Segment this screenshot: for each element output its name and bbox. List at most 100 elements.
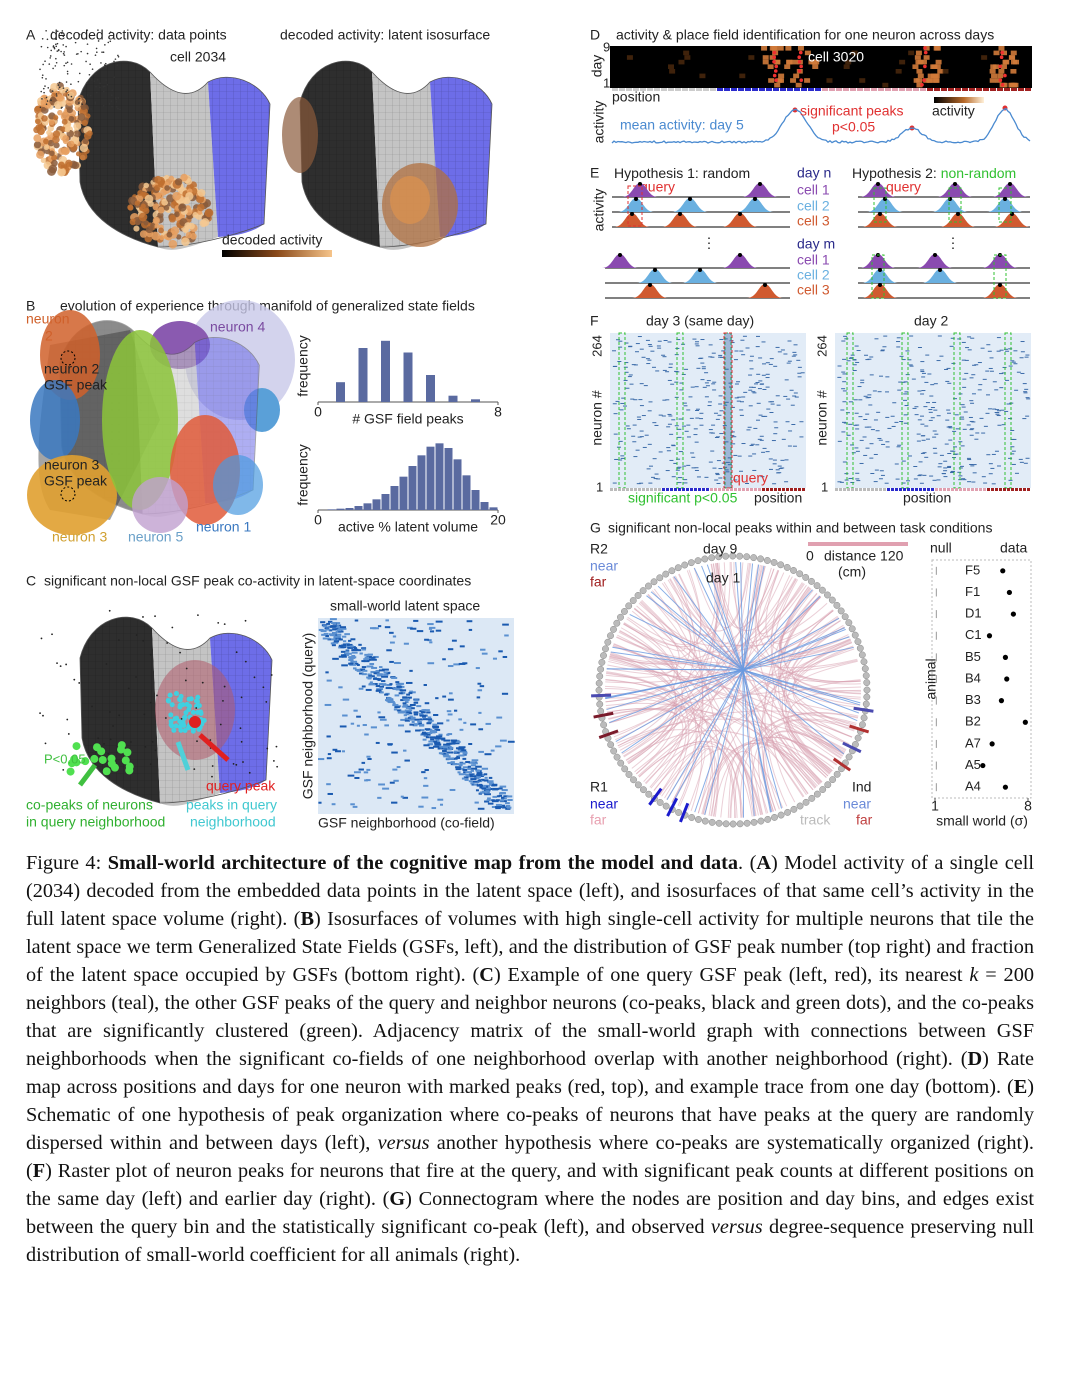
matrix-cell xyxy=(331,644,336,647)
matrix-cell xyxy=(321,633,326,636)
data-point xyxy=(111,105,113,108)
matrix-cell xyxy=(465,761,470,764)
node xyxy=(694,557,702,565)
matrix-cell xyxy=(500,792,506,795)
matrix-cell xyxy=(480,648,486,651)
data-point xyxy=(63,64,66,67)
rate-cell xyxy=(684,55,691,60)
matrix-cell xyxy=(506,795,513,798)
hypothesis: Hypothesis 1: xyxy=(614,165,703,181)
bar xyxy=(345,508,354,510)
position-bin xyxy=(843,88,849,91)
data-point xyxy=(40,45,43,48)
data-point xyxy=(106,83,109,86)
position-bin xyxy=(855,488,858,491)
edge xyxy=(608,657,845,754)
matrix-cell xyxy=(459,750,466,753)
matrix-cell xyxy=(429,728,433,731)
matrix-cell xyxy=(458,773,466,776)
matrix-cell xyxy=(332,628,339,631)
data-point xyxy=(110,100,113,103)
data-point xyxy=(143,182,150,189)
data-point xyxy=(95,85,97,88)
matrix-cell xyxy=(341,635,347,638)
peak xyxy=(40,637,43,640)
matrix-cell xyxy=(413,723,421,726)
node xyxy=(625,771,633,778)
matrix-cell xyxy=(329,618,337,621)
node xyxy=(777,561,785,569)
peak xyxy=(177,724,183,730)
matrix-cell xyxy=(331,803,336,806)
edge xyxy=(661,679,861,797)
matrix-cell xyxy=(378,783,385,786)
data-point xyxy=(89,94,92,97)
matrix-cell xyxy=(476,773,483,776)
data-point xyxy=(34,105,41,112)
matrix-cell xyxy=(458,746,466,749)
matrix-cell xyxy=(435,629,442,632)
matrix-cell xyxy=(455,756,460,759)
matrix-cell xyxy=(448,757,455,760)
matrix-cell xyxy=(393,779,399,782)
data-point xyxy=(85,60,87,63)
peak xyxy=(240,696,243,699)
node xyxy=(595,686,603,694)
matrix-cell xyxy=(421,731,426,734)
shape xyxy=(30,380,80,460)
position-bin xyxy=(710,488,713,491)
data-point xyxy=(180,173,188,182)
rate-cell xyxy=(993,50,1000,56)
rate-cell xyxy=(774,82,781,88)
position-bin xyxy=(934,88,940,91)
peak xyxy=(127,687,130,690)
data-point xyxy=(50,82,59,92)
position-bin xyxy=(999,488,1002,491)
edge xyxy=(616,635,850,664)
matrix-cell xyxy=(481,787,487,790)
matrix-cell xyxy=(495,807,501,810)
matrix-cell xyxy=(467,767,472,770)
edge xyxy=(765,570,851,655)
edge xyxy=(606,669,744,711)
data-point xyxy=(154,184,161,191)
matrix-cell xyxy=(496,716,503,719)
data-point xyxy=(109,31,112,33)
matrix-cell xyxy=(423,744,430,747)
data-point xyxy=(117,107,119,110)
axis-label: activity xyxy=(591,189,607,232)
caption-run: ) Isosurfaces of volumes with high singl… xyxy=(26,908,1034,986)
peak xyxy=(109,738,112,741)
edge xyxy=(756,565,822,638)
matrix-title: small-world latent space xyxy=(330,598,480,614)
bump xyxy=(862,284,898,298)
matrix-cell xyxy=(347,774,355,777)
data-point xyxy=(53,106,55,108)
data-point xyxy=(59,86,67,94)
data-point xyxy=(62,44,65,46)
peak xyxy=(195,707,198,709)
data-point xyxy=(141,191,147,197)
rate-cell xyxy=(926,78,933,83)
matrix-cell xyxy=(329,625,336,628)
matrix-cell xyxy=(320,621,326,624)
peak xyxy=(168,722,174,728)
position-bin xyxy=(1015,488,1018,491)
matrix-cell xyxy=(375,670,380,673)
position-bin xyxy=(654,88,660,91)
rate-cell xyxy=(908,50,915,56)
matrix-cell xyxy=(443,755,450,758)
bar xyxy=(363,503,372,510)
matrix-cell xyxy=(340,654,347,657)
rate-cell xyxy=(793,73,800,79)
peak xyxy=(117,745,126,754)
position-bin xyxy=(626,88,632,91)
edge xyxy=(780,587,861,682)
matrix-cell xyxy=(387,743,393,746)
data-point xyxy=(102,85,105,88)
matrix-cell xyxy=(428,746,434,749)
edge xyxy=(605,697,763,815)
matrix-cell xyxy=(446,710,452,713)
matrix-cell xyxy=(449,788,456,791)
